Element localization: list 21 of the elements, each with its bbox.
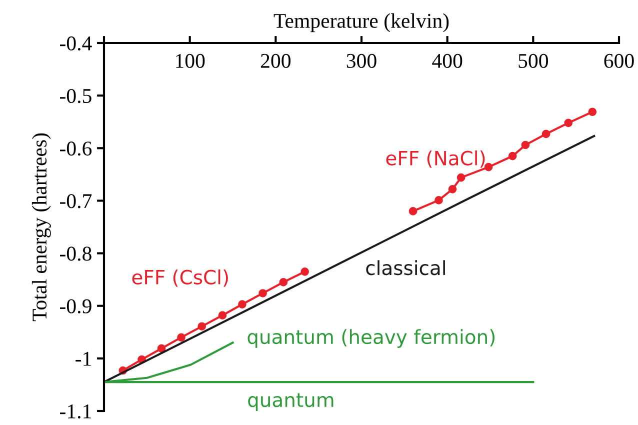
x-tick-label: 400 bbox=[432, 54, 462, 68]
y-tick-label: -0.9 bbox=[60, 299, 92, 314]
x-tick-label: 600 bbox=[604, 54, 634, 68]
y-axis-title: Total energy (hartrees) bbox=[32, 133, 51, 322]
y-tick-label: -0.6 bbox=[60, 142, 92, 156]
y-tick-label: -0.5 bbox=[60, 88, 92, 104]
y-tick-label: -1 bbox=[76, 352, 91, 366]
series-label: classical bbox=[366, 260, 445, 276]
x-tick-label: 500 bbox=[518, 54, 548, 68]
x-tick-label: 300 bbox=[346, 54, 376, 68]
x-tick-label: 200 bbox=[260, 54, 290, 68]
x-axis-title: Temperature (kelvin) bbox=[274, 13, 449, 32]
y-tick-label: -0.8 bbox=[60, 246, 92, 261]
series-label: eFF (CsCl) bbox=[132, 269, 228, 287]
series-label: quantum bbox=[248, 393, 334, 411]
y-tick-label: -0.7 bbox=[60, 194, 92, 208]
series-label: quantum (heavy fermion) bbox=[248, 329, 495, 348]
x-tick-label: 100 bbox=[176, 54, 205, 68]
y-tick-label: -1.1 bbox=[60, 404, 91, 419]
series-label: eFF (NaCl) bbox=[386, 150, 485, 168]
y-tick-label: -0.4 bbox=[60, 36, 92, 51]
